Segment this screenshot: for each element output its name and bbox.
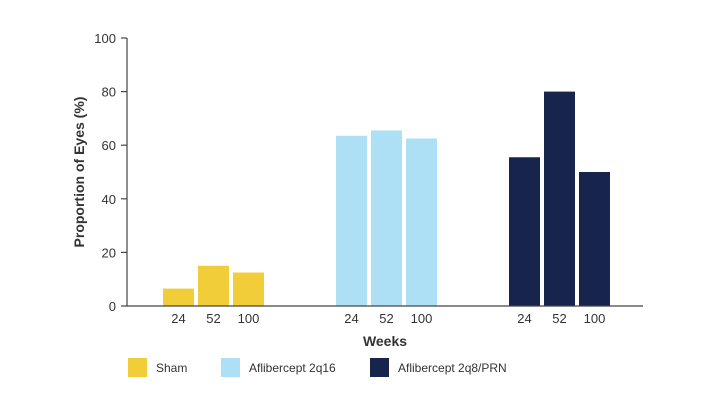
bar	[336, 135, 367, 306]
x-tick-label: 24	[171, 311, 185, 326]
x-tick-label: 52	[379, 311, 393, 326]
bar	[233, 272, 264, 306]
legend-swatch	[221, 358, 240, 377]
bar	[406, 138, 437, 306]
y-ticks: 0 20 40 60 80 100	[94, 31, 127, 314]
bar	[198, 265, 229, 306]
x-ticks: 24 52 100 24 52 100 24 52 100	[171, 311, 605, 326]
y-tick-label: 40	[102, 192, 116, 207]
x-tick-label: 52	[206, 311, 220, 326]
y-tick-label: 100	[94, 31, 116, 46]
bar	[509, 157, 540, 306]
x-tick-label: 52	[552, 311, 566, 326]
x-tick-label: 100	[238, 311, 260, 326]
legend-swatch	[128, 358, 147, 377]
bars-layer	[163, 91, 610, 306]
x-tick-label: 24	[344, 311, 358, 326]
y-tick-label: 60	[102, 138, 116, 153]
legend-label: Sham	[156, 361, 187, 375]
bar	[163, 288, 194, 306]
bar	[579, 172, 610, 306]
x-tick-label: 100	[411, 311, 433, 326]
y-tick-label: 0	[109, 299, 116, 314]
bar	[371, 130, 402, 306]
legend: Sham Aflibercept 2q16 Aflibercept 2q8/PRN	[128, 358, 507, 377]
x-tick-label: 100	[584, 311, 606, 326]
y-tick-label: 20	[102, 245, 116, 260]
legend-label: Aflibercept 2q8/PRN	[398, 361, 507, 375]
legend-label: Aflibercept 2q16	[249, 361, 336, 375]
x-tick-label: 24	[517, 311, 531, 326]
legend-swatch	[370, 358, 389, 377]
y-tick-label: 80	[102, 85, 116, 100]
x-axis-label: Weeks	[363, 333, 407, 349]
y-axis-label: Proportion of Eyes (%)	[71, 97, 87, 248]
bar	[544, 91, 575, 306]
